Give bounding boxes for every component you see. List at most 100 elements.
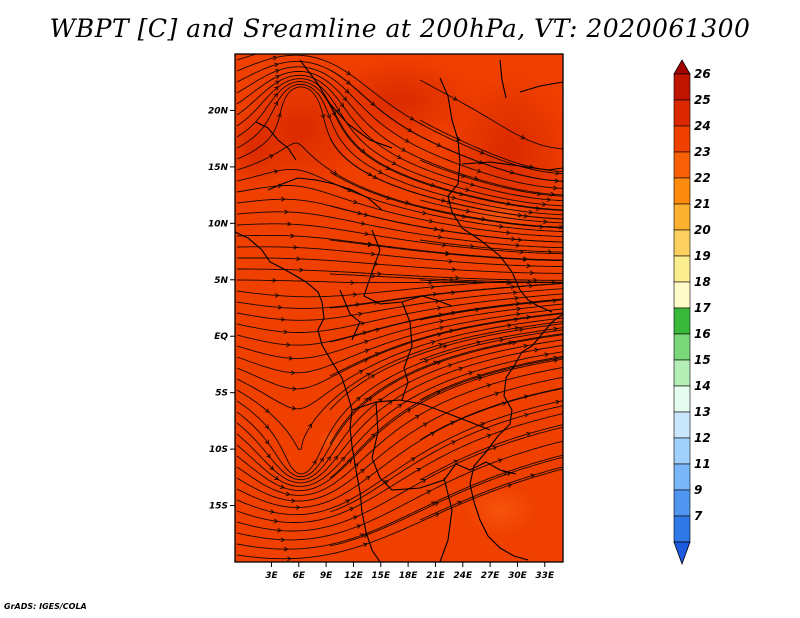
streamline-arrow (352, 292, 358, 298)
streamline (419, 466, 563, 521)
streamline-arrow (494, 391, 500, 397)
streamline (236, 334, 563, 478)
streamline (419, 199, 563, 224)
streamline-arrow (422, 210, 427, 216)
streamline (236, 78, 563, 207)
colorbar-swatch (673, 99, 691, 127)
streamline-arrow (358, 311, 363, 317)
streamline-arrow (517, 237, 523, 243)
streamline-arrow (432, 291, 438, 297)
streamline-arrow (339, 102, 345, 108)
streamline-arrow (465, 187, 470, 192)
streamline-arrow (360, 468, 365, 474)
streamline-arrow (283, 546, 289, 552)
streamline-arrow (481, 216, 487, 222)
colorbar-swatch (673, 463, 691, 491)
streamline-arrow (552, 355, 558, 361)
streamline-arrow (364, 339, 369, 345)
streamline-arrow (515, 243, 521, 248)
streamline-arrow (432, 360, 438, 366)
streamline-arrow (441, 242, 447, 248)
streamline-arrow (370, 101, 376, 106)
streamline-arrow (364, 231, 370, 237)
streamline-arrow (286, 342, 291, 348)
streamline-arrow (345, 499, 351, 504)
chart-canvas: 3E 6E 9E 12E 15E 18E 21E 24E 27E 30E 33E 20N 15N 10N… (208, 53, 711, 581)
streamline-arrow (451, 267, 457, 272)
x-tick-label: 15E (371, 571, 391, 581)
streamline (236, 454, 563, 550)
streamline-arrow (363, 542, 368, 548)
streamline-arrow (430, 340, 436, 345)
streamline-arrow (514, 295, 520, 301)
streamline (329, 283, 563, 309)
streamline-arrow (356, 396, 361, 402)
streamline-arrow (377, 169, 383, 174)
streamline-arrow (290, 233, 295, 239)
wbpt-high-region (440, 70, 563, 230)
streamline-arrow (528, 209, 534, 215)
x-tick-label: 18E (399, 571, 419, 581)
streamline-arrow (366, 372, 371, 378)
streamline-arrow (410, 457, 416, 462)
x-tick-label: 27E (481, 571, 501, 581)
streamline-arrow (430, 182, 436, 188)
colorbar-label: 16 (694, 327, 711, 341)
streamline-arrow (508, 340, 514, 345)
streamline-arrow (469, 243, 475, 249)
streamline-arrow (372, 174, 378, 180)
streamline-arrow (437, 332, 443, 337)
streamline-arrow (547, 249, 553, 255)
streamline-arrow (452, 96, 458, 101)
colorbar-swatch (673, 203, 691, 231)
streamline-arrow (272, 278, 277, 283)
streamline-arrow (476, 340, 482, 346)
streamline (236, 288, 563, 321)
streamline-arrow (424, 358, 429, 364)
streamline-arrow (526, 263, 532, 269)
x-tick-label: 9E (320, 571, 333, 581)
streamline-arrow (331, 111, 336, 117)
streamline-arrow (516, 311, 521, 317)
streamline (236, 351, 563, 487)
streamline-arrow (293, 245, 298, 250)
streamline-arrow (295, 505, 301, 510)
y-tick-label: EQ (214, 332, 228, 342)
streamline-arrow (374, 352, 380, 357)
streamline-arrow (553, 185, 558, 191)
streamline-arrow (506, 201, 512, 206)
streamline-arrow (523, 394, 529, 400)
streamline-arrow (439, 319, 445, 324)
streamline-arrow (283, 329, 289, 335)
colorbar-label: 19 (694, 249, 711, 263)
chart-title: WBPT [C] and Sreamline at 200hPa, VT: 20… (49, 14, 751, 43)
streamline-arrow (292, 386, 298, 392)
streamline-arrow (353, 199, 358, 205)
streamline-arrow (457, 500, 462, 506)
streamline (236, 211, 563, 249)
streamline-arrow (512, 290, 518, 296)
streamline-arrow (426, 490, 432, 495)
streamline-arrow (536, 191, 542, 197)
colorbar-swatch (673, 255, 691, 283)
streamline-arrow (523, 257, 528, 262)
streamline-arrow (404, 138, 410, 143)
streamline (236, 234, 563, 261)
streamline-arrow (287, 221, 292, 227)
streamline-arrow (264, 439, 270, 445)
streamline-arrow (277, 183, 283, 189)
streamline-arrow (277, 304, 283, 310)
streamline-arrow (312, 459, 317, 465)
streamline (236, 400, 563, 516)
x-tick-label: 21E (426, 571, 446, 581)
streamline-arrow (342, 96, 348, 102)
streamline-arrow (288, 355, 294, 361)
colorbar-swatch (673, 333, 691, 361)
streamline-arrow (409, 116, 415, 121)
streamline (237, 257, 563, 274)
streamline-arrow (437, 234, 443, 240)
streamline-arrow (370, 433, 376, 438)
streamline-arrow (274, 86, 280, 91)
streamline (236, 83, 563, 216)
y-tick-label: 10S (209, 445, 228, 455)
